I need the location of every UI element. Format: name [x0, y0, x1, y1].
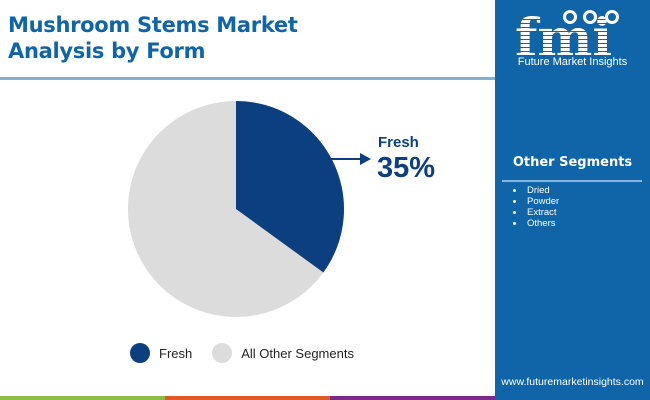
bullet-icon	[513, 222, 516, 225]
segment-item: Dried	[513, 185, 559, 196]
segments-divider	[502, 180, 642, 182]
side-panel: fmi Future Market Insights Other Segment…	[495, 0, 650, 400]
page-title: Mushroom Stems Market Analysis by Form	[8, 12, 308, 64]
stripe-orange	[165, 396, 330, 400]
callout-value: 35%	[377, 152, 436, 184]
other-segments-title: Other Segments	[512, 155, 633, 170]
segment-item: Others	[513, 218, 559, 229]
callout-arrow-icon	[330, 153, 371, 165]
callout-label: Fresh	[378, 134, 419, 151]
website-link[interactable]: www.futuremarketinsights.com	[501, 376, 644, 388]
title-line-2: Analysis by Form	[8, 39, 206, 63]
legend-item-fresh: Fresh	[130, 343, 192, 363]
legend-label: Fresh	[159, 345, 193, 361]
legend-swatch-other	[212, 343, 233, 363]
other-segments-list: Dried Powder Extract Others	[513, 185, 559, 229]
fmi-logo-icon: fmi	[515, 8, 619, 69]
segment-item: Extract	[513, 207, 559, 218]
segment-item: Powder	[513, 196, 559, 207]
logo-tagline: Future Market Insights	[517, 56, 628, 68]
stripe-green	[0, 396, 165, 400]
chart-legend: Fresh All Other Segments	[130, 343, 374, 363]
legend-swatch-fresh	[130, 343, 150, 363]
pie-slice-fresh	[236, 101, 344, 273]
stripe-purple	[330, 396, 495, 400]
title-line-1: Mushroom Stems Market	[8, 13, 298, 37]
legend-label: All Other Segments	[241, 345, 354, 361]
bottom-color-bar	[0, 396, 495, 400]
bullet-icon	[513, 211, 516, 214]
pie-chart	[128, 101, 344, 317]
title-divider	[0, 77, 495, 80]
bullet-icon	[513, 200, 516, 203]
legend-item-other: All Other Segments	[212, 343, 354, 363]
bullet-icon	[513, 189, 516, 192]
